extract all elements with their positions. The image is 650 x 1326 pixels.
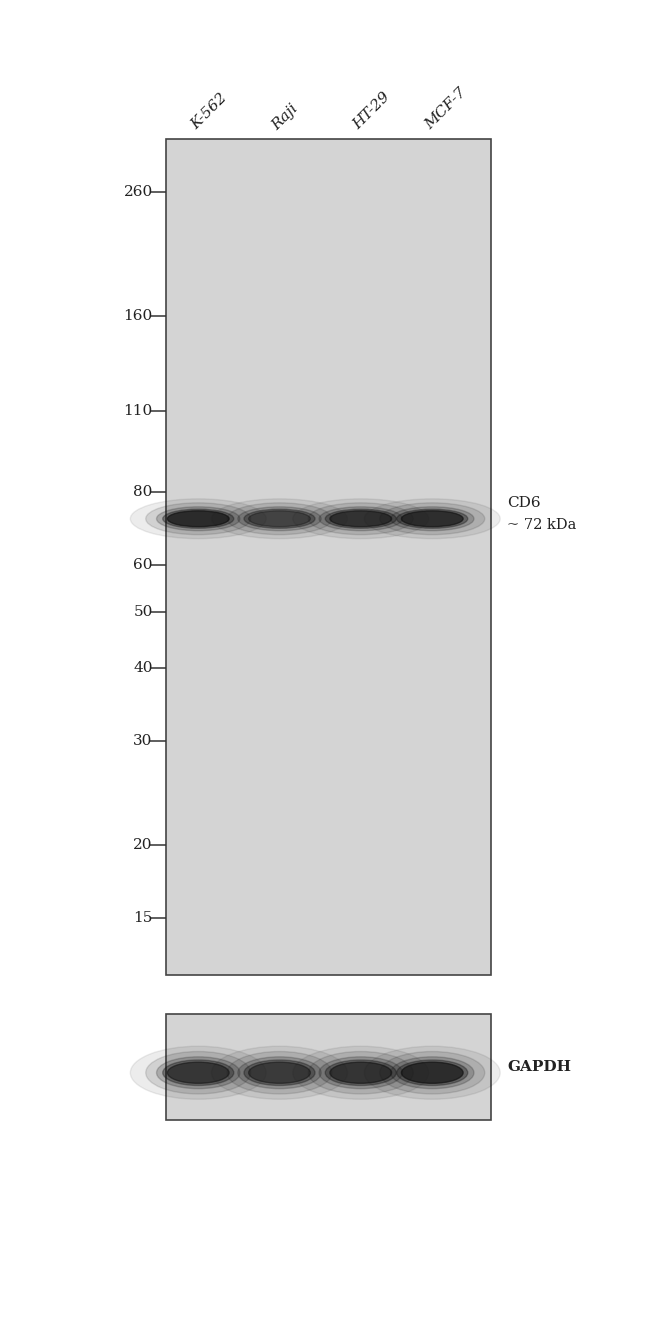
Text: ~ 72 kDa: ~ 72 kDa bbox=[507, 518, 577, 532]
Ellipse shape bbox=[402, 511, 463, 526]
Ellipse shape bbox=[330, 1062, 391, 1083]
Ellipse shape bbox=[308, 1052, 413, 1094]
Text: HT-29: HT-29 bbox=[351, 90, 393, 133]
Text: 80: 80 bbox=[133, 485, 153, 499]
Ellipse shape bbox=[325, 1059, 396, 1086]
Ellipse shape bbox=[157, 1057, 240, 1089]
Ellipse shape bbox=[244, 1059, 315, 1086]
Ellipse shape bbox=[130, 1046, 266, 1099]
Ellipse shape bbox=[146, 503, 251, 534]
Ellipse shape bbox=[248, 511, 311, 526]
Ellipse shape bbox=[319, 1057, 402, 1089]
Ellipse shape bbox=[396, 1059, 468, 1086]
Ellipse shape bbox=[211, 1046, 347, 1099]
Text: MCF-7: MCF-7 bbox=[422, 86, 469, 133]
Ellipse shape bbox=[391, 1057, 474, 1089]
Text: 15: 15 bbox=[133, 911, 153, 924]
Ellipse shape bbox=[330, 511, 391, 526]
Ellipse shape bbox=[248, 1062, 311, 1083]
Ellipse shape bbox=[292, 499, 429, 538]
Text: 60: 60 bbox=[133, 558, 153, 572]
Text: 20: 20 bbox=[133, 838, 153, 851]
Ellipse shape bbox=[396, 509, 468, 528]
Ellipse shape bbox=[319, 507, 402, 530]
Ellipse shape bbox=[211, 499, 347, 538]
Ellipse shape bbox=[364, 499, 500, 538]
Text: GAPDH: GAPDH bbox=[507, 1061, 571, 1074]
Text: 110: 110 bbox=[124, 404, 153, 418]
Ellipse shape bbox=[157, 507, 240, 530]
Ellipse shape bbox=[227, 1052, 332, 1094]
Text: 30: 30 bbox=[133, 735, 153, 748]
Ellipse shape bbox=[292, 1046, 429, 1099]
Ellipse shape bbox=[227, 503, 332, 534]
Ellipse shape bbox=[380, 503, 485, 534]
Bar bbox=[166, 1014, 491, 1120]
Ellipse shape bbox=[146, 1052, 251, 1094]
Text: K-562: K-562 bbox=[188, 91, 230, 133]
Text: 260: 260 bbox=[124, 186, 153, 199]
Ellipse shape bbox=[402, 1062, 463, 1083]
Ellipse shape bbox=[168, 1062, 229, 1083]
Ellipse shape bbox=[244, 509, 315, 528]
Bar bbox=[166, 139, 491, 975]
Ellipse shape bbox=[238, 507, 321, 530]
Ellipse shape bbox=[168, 511, 229, 526]
Ellipse shape bbox=[308, 503, 413, 534]
Ellipse shape bbox=[391, 507, 474, 530]
Ellipse shape bbox=[238, 1057, 321, 1089]
Ellipse shape bbox=[130, 499, 266, 538]
Text: CD6: CD6 bbox=[507, 496, 541, 509]
Text: 40: 40 bbox=[133, 662, 153, 675]
Ellipse shape bbox=[364, 1046, 500, 1099]
Ellipse shape bbox=[162, 509, 234, 528]
Ellipse shape bbox=[162, 1059, 234, 1086]
Text: 50: 50 bbox=[133, 605, 153, 618]
Ellipse shape bbox=[380, 1052, 485, 1094]
Text: 160: 160 bbox=[124, 309, 153, 322]
Ellipse shape bbox=[325, 509, 396, 528]
Text: Raji: Raji bbox=[270, 101, 301, 133]
